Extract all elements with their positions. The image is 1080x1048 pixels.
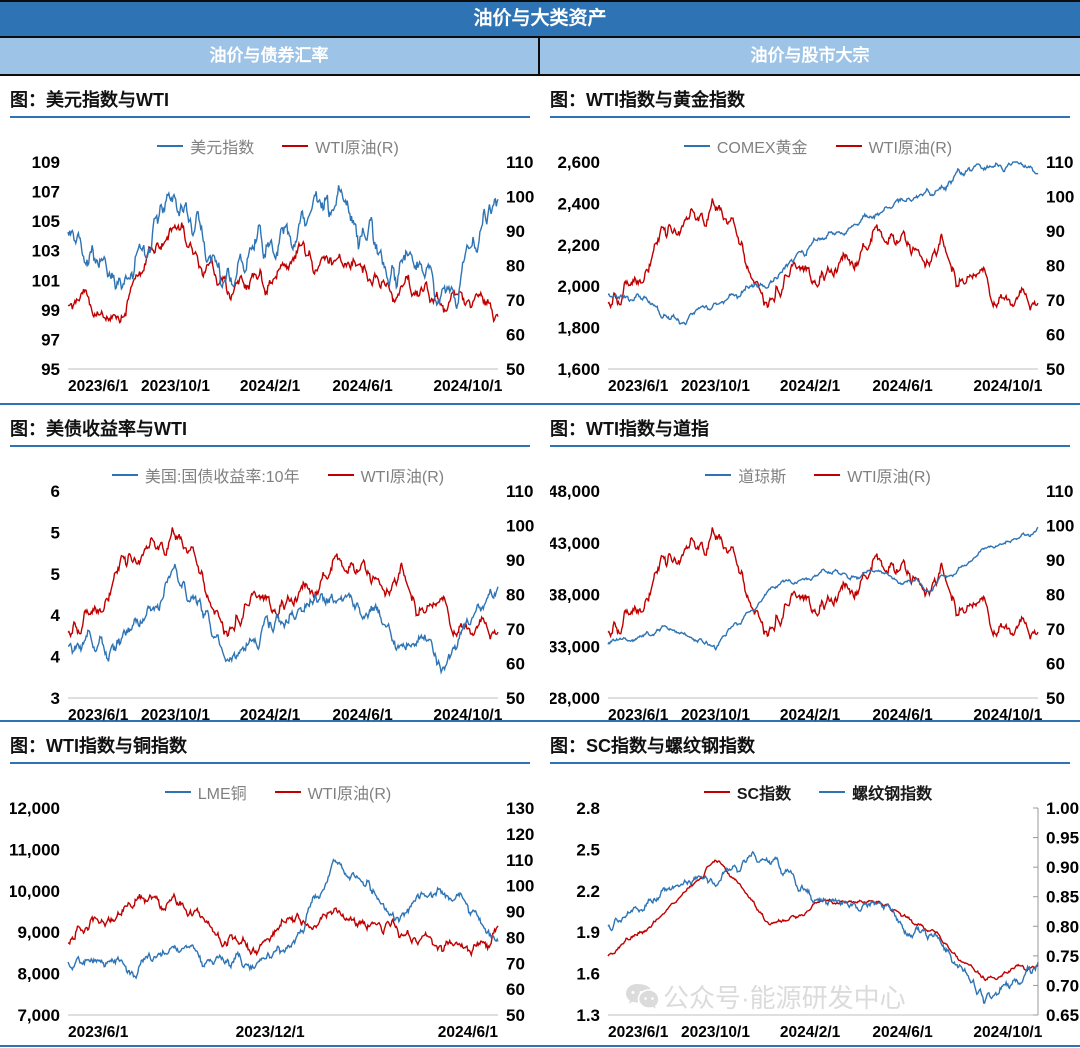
svg-text:1.6: 1.6 <box>576 965 600 984</box>
svg-text:2024/2/1: 2024/2/1 <box>240 378 301 395</box>
svg-text:10,000: 10,000 <box>10 882 60 901</box>
svg-text:0.75: 0.75 <box>1046 947 1079 966</box>
svg-text:110: 110 <box>1046 482 1073 501</box>
svg-text:70: 70 <box>506 620 525 639</box>
svg-text:50: 50 <box>506 360 525 379</box>
svg-text:70: 70 <box>506 291 525 310</box>
svg-text:2024/6/1: 2024/6/1 <box>872 378 933 395</box>
svg-text:2024/10/1: 2024/10/1 <box>433 378 502 395</box>
svg-text:2024/10/1: 2024/10/1 <box>973 1024 1042 1041</box>
svg-text:80: 80 <box>506 928 525 947</box>
svg-text:107: 107 <box>32 183 60 202</box>
svg-text:1.9: 1.9 <box>576 923 600 942</box>
svg-text:70: 70 <box>506 954 525 973</box>
svg-text:28,000: 28,000 <box>550 689 600 708</box>
svg-text:100: 100 <box>1046 188 1074 207</box>
svg-text:1,600: 1,600 <box>557 360 600 379</box>
svg-text:33,000: 33,000 <box>550 637 600 656</box>
svg-text:38,000: 38,000 <box>550 586 600 605</box>
svg-text:60: 60 <box>1046 655 1065 674</box>
svg-text:95: 95 <box>41 360 60 379</box>
svg-text:0.65: 0.65 <box>1046 1006 1079 1025</box>
svg-text:2023/6/1: 2023/6/1 <box>608 378 669 395</box>
svg-text:7,000: 7,000 <box>17 1006 60 1025</box>
svg-text:80: 80 <box>1046 257 1065 276</box>
svg-text:60: 60 <box>506 326 525 345</box>
svg-text:11,000: 11,000 <box>10 840 60 859</box>
svg-text:70: 70 <box>1046 291 1065 310</box>
svg-text:90: 90 <box>1046 222 1065 241</box>
svg-text:2024/2/1: 2024/2/1 <box>780 378 841 395</box>
svg-text:2.8: 2.8 <box>576 799 600 818</box>
svg-text:97: 97 <box>41 330 60 349</box>
svg-text:101: 101 <box>32 271 60 290</box>
svg-text:109: 109 <box>32 153 60 172</box>
svg-text:5: 5 <box>51 565 60 584</box>
svg-text:8,000: 8,000 <box>17 965 60 984</box>
svg-text:2,400: 2,400 <box>557 194 600 213</box>
svg-text:0.95: 0.95 <box>1046 829 1079 848</box>
svg-text:1.3: 1.3 <box>576 1006 600 1025</box>
svg-text:1,800: 1,800 <box>557 319 600 338</box>
svg-text:2,600: 2,600 <box>557 153 600 172</box>
svg-text:100: 100 <box>1046 517 1074 536</box>
svg-text:110: 110 <box>506 482 533 501</box>
svg-text:0.90: 0.90 <box>1046 858 1079 877</box>
svg-text:99: 99 <box>41 301 60 320</box>
svg-text:2023/6/1: 2023/6/1 <box>68 378 129 395</box>
svg-text:110: 110 <box>506 851 533 870</box>
svg-text:43,000: 43,000 <box>550 534 600 553</box>
svg-text:103: 103 <box>32 242 60 261</box>
svg-text:2023/6/1: 2023/6/1 <box>608 1024 669 1041</box>
svg-text:2023/10/1: 2023/10/1 <box>681 1024 750 1041</box>
svg-text:70: 70 <box>1046 620 1065 639</box>
svg-text:2023/10/1: 2023/10/1 <box>681 378 750 395</box>
svg-text:90: 90 <box>1046 551 1065 570</box>
svg-text:5: 5 <box>51 523 60 542</box>
svg-text:2024/6/1: 2024/6/1 <box>438 1024 499 1041</box>
svg-text:80: 80 <box>506 586 525 605</box>
svg-text:3: 3 <box>51 689 60 708</box>
svg-text:100: 100 <box>506 517 534 536</box>
svg-text:9,000: 9,000 <box>17 923 60 942</box>
svg-text:60: 60 <box>506 655 525 674</box>
svg-text:2024/10/1: 2024/10/1 <box>973 378 1042 395</box>
svg-text:2.2: 2.2 <box>576 882 600 901</box>
svg-text:60: 60 <box>506 980 525 999</box>
svg-text:80: 80 <box>1046 586 1065 605</box>
svg-text:80: 80 <box>506 257 525 276</box>
svg-text:2023/12/1: 2023/12/1 <box>236 1024 305 1041</box>
svg-text:2024/2/1: 2024/2/1 <box>780 1024 841 1041</box>
svg-text:50: 50 <box>1046 360 1065 379</box>
svg-text:50: 50 <box>1046 689 1065 708</box>
svg-text:100: 100 <box>506 877 534 896</box>
svg-text:120: 120 <box>506 825 534 844</box>
svg-text:0.70: 0.70 <box>1046 976 1079 995</box>
svg-text:0.85: 0.85 <box>1046 888 1079 907</box>
svg-text:50: 50 <box>506 689 525 708</box>
svg-text:2,200: 2,200 <box>557 236 600 255</box>
svg-text:2023/6/1: 2023/6/1 <box>68 1024 129 1041</box>
svg-text:2023/10/1: 2023/10/1 <box>141 378 210 395</box>
svg-text:110: 110 <box>1046 153 1073 172</box>
svg-text:50: 50 <box>506 1006 525 1025</box>
svg-text:90: 90 <box>506 551 525 570</box>
svg-text:4: 4 <box>51 648 61 667</box>
svg-text:2.5: 2.5 <box>576 840 600 859</box>
svg-text:110: 110 <box>506 153 533 172</box>
svg-text:48,000: 48,000 <box>550 482 600 501</box>
svg-text:60: 60 <box>1046 326 1065 345</box>
svg-text:0.80: 0.80 <box>1046 917 1079 936</box>
svg-text:12,000: 12,000 <box>10 799 60 818</box>
svg-text:90: 90 <box>506 903 525 922</box>
svg-text:130: 130 <box>506 799 534 818</box>
svg-text:100: 100 <box>506 188 534 207</box>
svg-text:1.00: 1.00 <box>1046 799 1079 818</box>
svg-text:4: 4 <box>51 606 61 625</box>
svg-text:2024/6/1: 2024/6/1 <box>332 378 393 395</box>
svg-text:2,000: 2,000 <box>557 277 600 296</box>
svg-text:2024/6/1: 2024/6/1 <box>872 1024 933 1041</box>
svg-text:90: 90 <box>506 222 525 241</box>
svg-text:105: 105 <box>32 212 60 231</box>
